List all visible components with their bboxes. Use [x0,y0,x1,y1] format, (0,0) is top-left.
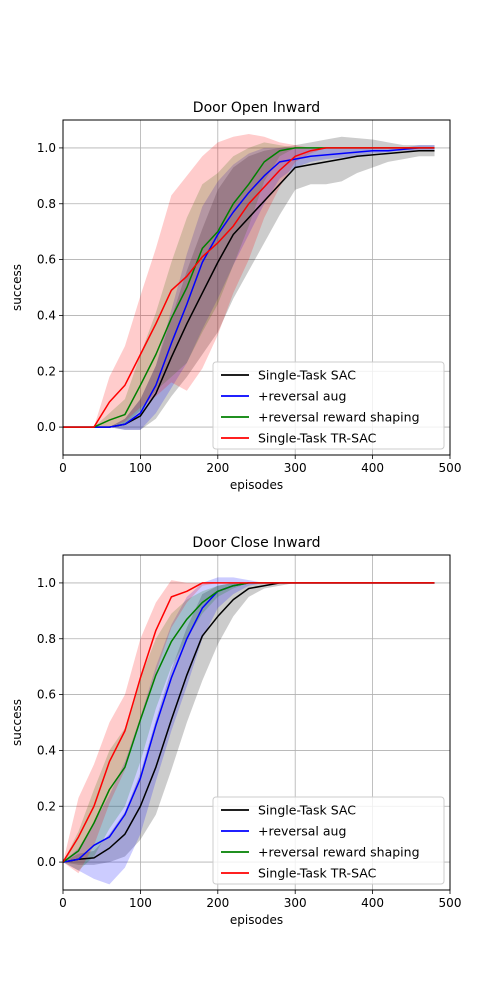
y-tick-label: 1.0 [37,141,56,155]
x-axis-label: episodes [230,478,283,492]
y-axis-label: success [10,699,24,746]
y-tick-label: 0.4 [37,743,56,757]
plot-frame [62,554,451,891]
x-tick-label: 500 [439,896,462,910]
y-tick-label: 0.8 [37,197,56,211]
legend-box [212,796,445,885]
y-tick-label: 0.8 [37,632,56,646]
x-tick-label: 200 [206,461,229,475]
chart-door-open-inward: 0 100 200 300 400 500 0.0 0.2 0.4 0.6 0.8 1.0 Door O… [10,100,461,492]
y-tick-label: 0.0 [37,420,56,434]
band-reversal-reward-shaping [63,582,435,871]
legend-label-reversal-reward-shaping: +reversal reward shaping [258,410,420,425]
y-axis-label: success [10,264,24,311]
series-line-reversal-aug [63,147,435,428]
x-tick-label: 100 [129,896,152,910]
y-tick-label: 0.6 [37,688,56,702]
legend: Single-Task SAC +reversal aug +reversal re… [212,361,445,450]
band-reversal-aug [63,145,435,430]
chart-title: Door Close Inward [192,535,320,551]
plot-frame [62,119,451,456]
band-single-task-sac [63,136,435,430]
legend-label-reversal-aug: +reversal aug [258,389,346,404]
x-tick-label: 200 [206,896,229,910]
x-tick-label: 500 [439,461,462,475]
band-single-task-sac [63,582,435,865]
legend-label-single-task-tr-sac: Single-Task TR-SAC [258,866,377,881]
legend-label-single-task-tr-sac: Single-Task TR-SAC [258,431,377,446]
chart-title: Door Open Inward [193,100,320,116]
series-line-single-task-tr-sac [63,147,435,428]
y-tick-label: 1.0 [37,576,56,590]
x-tick-label: 0 [59,461,67,475]
x-tick-label: 100 [129,461,152,475]
y-tick-label: 0.4 [37,308,56,322]
x-tick-label: 400 [361,896,384,910]
band-single-task-tr-sac [63,580,435,874]
x-axis-label: episodes [230,913,283,927]
legend-label-reversal-aug: +reversal aug [258,824,346,839]
x-tick-label: 0 [59,896,67,910]
x-tick-label: 300 [284,461,307,475]
y-tick-label: 0.0 [37,855,56,869]
y-tick-label: 0.2 [37,799,56,813]
legend-box [212,361,445,450]
legend: Single-Task SAC +reversal aug +reversal re… [212,796,445,885]
legend-label-reversal-reward-shaping: +reversal reward shaping [258,845,420,860]
x-tick-label: 300 [284,896,307,910]
series-line-single-task-tr-sac [62,582,435,863]
x-tick-label: 400 [361,461,384,475]
y-tick-label: 0.6 [37,253,56,267]
legend-label-single-task-sac: Single-Task SAC [258,803,356,818]
chart-door-close-inward: 0 100 200 300 400 500 0.0 0.2 0.4 0.6 0.8 1.0 Door C… [10,535,461,927]
y-tick-label: 0.2 [37,364,56,378]
legend-label-single-task-sac: Single-Task SAC [258,368,356,383]
